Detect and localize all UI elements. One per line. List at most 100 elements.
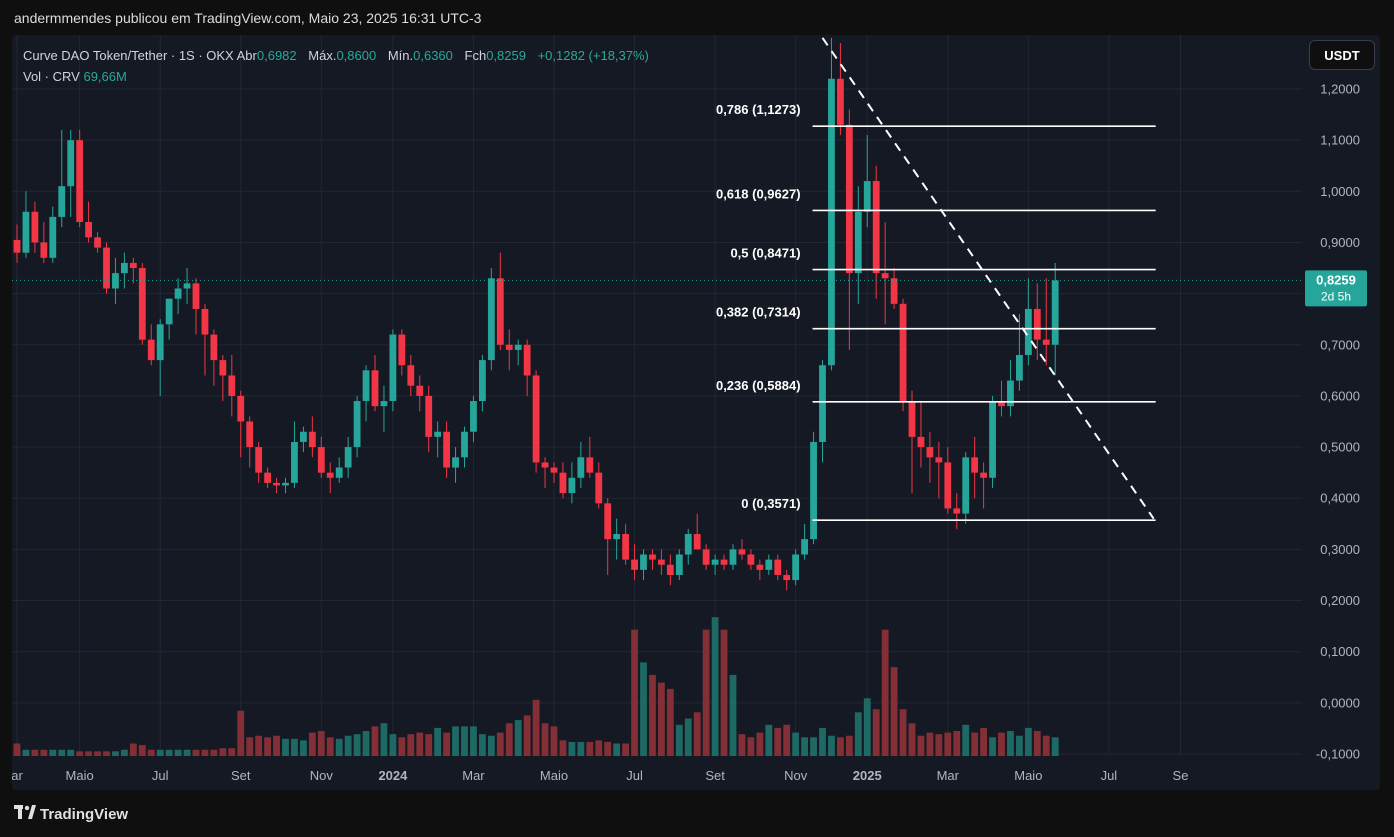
- candle-body: [371, 370, 379, 407]
- candle-body: [479, 360, 486, 402]
- volume-bar: [58, 749, 66, 756]
- volume-bar: [1042, 735, 1050, 756]
- candle-body: [282, 482, 289, 486]
- volume-bar: [613, 743, 621, 756]
- candle-body: [389, 334, 397, 402]
- candle-body: [604, 503, 612, 540]
- volume-bar: [1016, 735, 1023, 756]
- volume-bar: [201, 749, 209, 756]
- volume-bar: [461, 726, 468, 756]
- x-tick-label: Set: [705, 768, 725, 783]
- candle-body: [308, 431, 316, 448]
- candle-body: [487, 278, 495, 361]
- candle-body: [425, 395, 433, 437]
- candle-body: [863, 181, 871, 212]
- volume-bar: [666, 688, 674, 756]
- volume-bar: [264, 737, 271, 756]
- candle-body: [837, 78, 844, 125]
- volume-bar: [711, 617, 719, 756]
- tradingview-footer[interactable]: TradingView: [14, 805, 128, 823]
- y-tick-label: 0,9000: [1320, 235, 1360, 250]
- candle-body: [819, 365, 826, 442]
- volume-bar: [326, 737, 334, 756]
- candle-body: [255, 447, 263, 473]
- x-tick-label: Mar: [462, 768, 485, 783]
- candle-body: [595, 472, 603, 504]
- volume-bar: [631, 629, 638, 756]
- candle-body: [273, 482, 280, 486]
- candle-body: [845, 124, 853, 274]
- volume-bar: [854, 712, 862, 756]
- candle-body: [792, 554, 800, 581]
- candlestick-chart[interactable]: 0,786 (1,1273) 0,618 (0,9627) 0,5 (0,8471)…: [12, 35, 1380, 790]
- candle-body: [147, 339, 155, 361]
- candle-body: [523, 344, 531, 376]
- candle-countdown: 2d 5h: [1321, 289, 1351, 303]
- candle-body: [496, 278, 504, 345]
- currency-badge[interactable]: USDT: [1309, 40, 1375, 70]
- volume-bar: [765, 724, 773, 756]
- candle-body: [998, 401, 1005, 407]
- candle-body: [13, 239, 21, 253]
- volume-bar: [747, 737, 755, 756]
- y-tick-label: 1,1000: [1320, 133, 1360, 148]
- volume-bar: [514, 720, 522, 756]
- y-tick-label: 1,0000: [1320, 184, 1360, 199]
- volume-bar: [935, 734, 943, 756]
- candle-body: [398, 334, 406, 366]
- volume-bar: [845, 735, 853, 756]
- candle-body: [675, 554, 683, 575]
- volume-bar: [595, 740, 603, 756]
- symbol-title[interactable]: Curve DAO Token/Tether · 1S · OKX: [23, 48, 234, 63]
- candle-body: [658, 559, 665, 565]
- candle-body: [989, 401, 996, 478]
- volume-bar: [389, 734, 397, 756]
- candle-body: [1016, 355, 1023, 381]
- candle-body: [881, 273, 889, 279]
- candle-body: [631, 559, 638, 570]
- volume-bar: [828, 735, 835, 756]
- volume-bar: [353, 734, 361, 756]
- candle-body: [228, 375, 236, 396]
- volume-bar: [165, 749, 173, 756]
- candle-body: [720, 559, 728, 565]
- volume-bar: [756, 732, 764, 756]
- volume-bar: [810, 737, 817, 756]
- volume-bar: [926, 732, 934, 756]
- candle-body: [138, 268, 146, 340]
- chart-panel[interactable]: 0,786 (1,1273) 0,618 (0,9627) 0,5 (0,8471)…: [12, 35, 1380, 790]
- volume-bar: [416, 732, 424, 756]
- x-tick-label: Se: [1173, 768, 1189, 783]
- volume-bar: [192, 749, 200, 756]
- volume-bar: [371, 726, 379, 756]
- volume-bar: [40, 749, 48, 756]
- y-tick-label: 0,5000: [1320, 440, 1360, 455]
- candle-body: [219, 360, 227, 376]
- volume-bar: [156, 749, 164, 756]
- candle-body: [622, 534, 629, 560]
- volume-bar: [496, 732, 504, 756]
- candle-body: [452, 457, 459, 468]
- candle-body: [49, 216, 57, 258]
- candle-body: [237, 395, 245, 422]
- candle-body: [971, 457, 979, 473]
- x-tick-label: Mar: [937, 768, 960, 783]
- volume-bar: [819, 727, 826, 756]
- volume-bar: [792, 732, 800, 756]
- fib-level-label: 0,236 (0,5884): [716, 378, 801, 393]
- volume-bar: [837, 737, 844, 756]
- volume-bar: [76, 751, 84, 756]
- volume-bar: [129, 743, 137, 756]
- tradingview-logo-icon: [14, 805, 36, 823]
- volume-bar: [443, 732, 450, 756]
- volume-bar: [362, 731, 370, 756]
- candle-body: [443, 431, 450, 468]
- candle-body: [1051, 280, 1059, 345]
- volume-bar: [1007, 731, 1014, 756]
- candle-body: [693, 534, 701, 550]
- candle-body: [568, 477, 576, 494]
- candle-body: [953, 508, 961, 514]
- volume-bar: [282, 738, 289, 756]
- candle-body: [129, 262, 137, 269]
- y-tick-label: -0,1000: [1316, 747, 1360, 762]
